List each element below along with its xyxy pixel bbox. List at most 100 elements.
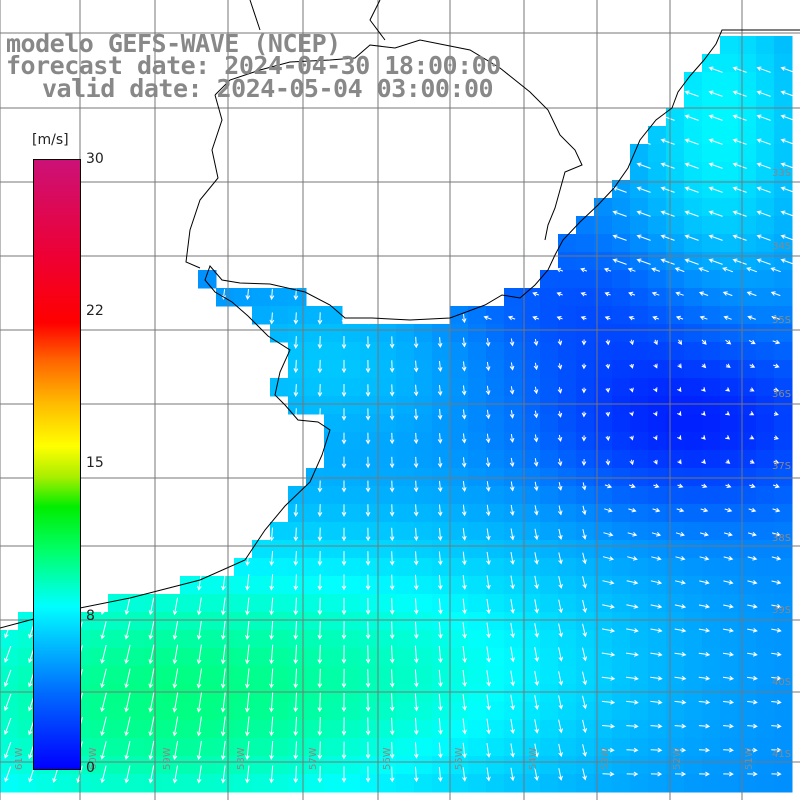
wind-cell xyxy=(576,414,595,433)
wind-arrow xyxy=(629,363,634,369)
wind-arrow xyxy=(674,580,686,585)
wind-arrow xyxy=(558,599,563,614)
wind-arrow xyxy=(756,234,771,241)
wind-cell xyxy=(720,504,739,523)
wind-arrow xyxy=(510,622,515,639)
wind-arrow xyxy=(510,743,515,758)
wind-arrow xyxy=(650,604,663,609)
wind-arrow xyxy=(389,432,395,445)
wind-cell xyxy=(414,558,433,577)
wind-cell xyxy=(648,558,667,577)
wind-arrow xyxy=(462,598,467,615)
wind-cell xyxy=(594,270,613,289)
wind-arrow xyxy=(413,693,419,712)
wind-cell xyxy=(468,306,487,325)
wind-arrow xyxy=(461,504,467,517)
wind-arrow xyxy=(317,765,323,784)
wind-arrow xyxy=(602,771,615,777)
wind-cell xyxy=(756,702,775,721)
wind-arrow xyxy=(245,765,250,784)
wind-arrow xyxy=(557,411,563,418)
wind-arrow xyxy=(245,716,250,737)
wind-arrow xyxy=(509,410,515,419)
wind-cell xyxy=(684,306,703,325)
wind-cell xyxy=(450,396,469,415)
wind-cell xyxy=(432,468,451,487)
wind-arrow xyxy=(605,459,611,466)
wind-cell xyxy=(702,504,721,523)
wind-arrow xyxy=(341,766,347,783)
wind-cell xyxy=(756,378,775,397)
wind-arrow xyxy=(698,604,711,609)
wind-arrow xyxy=(771,675,782,681)
wind-cell xyxy=(756,396,775,415)
wind-arrow xyxy=(365,408,371,421)
wind-cell xyxy=(252,306,271,325)
wind-arrow xyxy=(725,339,732,345)
wind-arrow xyxy=(269,597,274,616)
wind-cell xyxy=(360,576,379,595)
wind-cell xyxy=(612,234,631,253)
wind-cell xyxy=(756,270,775,289)
wind-cell xyxy=(630,738,649,757)
wind-cell xyxy=(288,558,307,577)
wind-arrow xyxy=(675,556,686,561)
wind-arrow xyxy=(413,717,419,736)
wind-arrow xyxy=(510,504,515,517)
wind-arrow xyxy=(437,742,443,759)
wind-arrow xyxy=(389,480,395,493)
wind-cell xyxy=(684,540,703,559)
wind-cell xyxy=(720,450,739,469)
wind-arrow xyxy=(629,459,634,466)
wind-cell xyxy=(648,306,667,325)
wind-arrow xyxy=(196,716,202,737)
wind-cell xyxy=(558,720,577,739)
wind-cell xyxy=(342,522,361,541)
wind-arrow xyxy=(317,550,323,567)
wind-arrow xyxy=(172,716,179,737)
wind-cell xyxy=(522,306,541,325)
wind-cell xyxy=(486,414,505,433)
wind-cell xyxy=(288,702,307,721)
wind-cell xyxy=(414,666,433,685)
wind-cell xyxy=(378,450,397,469)
wind-cell xyxy=(756,144,775,163)
wind-cell xyxy=(576,360,595,379)
river-uruguay xyxy=(185,94,223,269)
wind-arrow xyxy=(708,90,723,97)
wind-arrow xyxy=(629,387,634,393)
wind-arrow xyxy=(486,622,491,639)
wind-cell xyxy=(270,576,289,595)
wind-cell xyxy=(306,702,325,721)
wind-arrow xyxy=(485,481,491,492)
wind-cell xyxy=(576,594,595,613)
wind-arrow xyxy=(581,505,587,516)
wind-cell xyxy=(558,414,577,433)
wind-cell xyxy=(396,396,415,415)
wind-cell xyxy=(738,216,757,235)
wind-cell xyxy=(126,666,145,685)
wind-arrow xyxy=(701,435,706,440)
wind-arrow xyxy=(636,210,651,217)
wind-cell xyxy=(738,522,757,541)
wind-arrow xyxy=(437,337,443,348)
wind-cell xyxy=(738,360,757,379)
wind-cell xyxy=(504,558,523,577)
wind-arrow xyxy=(148,740,155,761)
wind-cell xyxy=(720,630,739,649)
wind-cell xyxy=(540,414,559,433)
wind-cell xyxy=(306,630,325,649)
wind-cell xyxy=(234,576,253,595)
wind-cell xyxy=(108,594,127,613)
wind-cell xyxy=(774,324,793,343)
wind-cell xyxy=(576,432,595,451)
wind-cell xyxy=(702,144,721,163)
wind-cell xyxy=(432,558,451,577)
wind-arrow xyxy=(749,435,755,440)
wind-cell xyxy=(360,396,379,415)
wind-cell xyxy=(324,450,343,469)
wind-arrow xyxy=(747,628,758,633)
wind-cell xyxy=(162,594,181,613)
wind-cell xyxy=(684,324,703,343)
wind-cell xyxy=(648,594,667,613)
